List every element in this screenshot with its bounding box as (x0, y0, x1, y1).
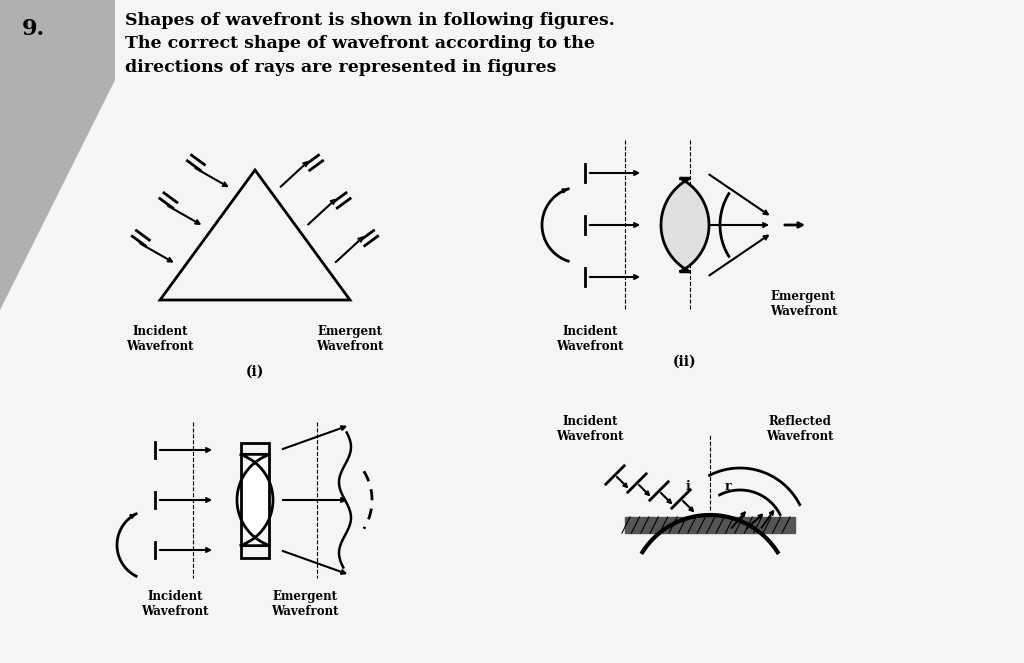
Polygon shape (0, 0, 115, 310)
Text: (i): (i) (246, 365, 264, 379)
Text: Incident
Wavefront: Incident Wavefront (556, 415, 624, 443)
Polygon shape (237, 454, 273, 546)
Text: Incident
Wavefront: Incident Wavefront (556, 325, 624, 353)
Text: Emergent
Wavefront: Emergent Wavefront (271, 590, 339, 618)
Text: Incident
Wavefront: Incident Wavefront (141, 590, 209, 618)
Text: Reflected
Wavefront: Reflected Wavefront (766, 415, 834, 443)
Polygon shape (662, 178, 709, 272)
Text: Emergent
Wavefront: Emergent Wavefront (316, 325, 384, 353)
Text: 9.: 9. (22, 18, 45, 40)
Text: i: i (686, 480, 690, 493)
Text: (ii): (ii) (673, 355, 696, 369)
Bar (241, 442, 269, 558)
Text: r: r (725, 480, 731, 493)
Text: Shapes of wavefront is shown in following figures.
The correct shape of wavefron: Shapes of wavefront is shown in followin… (125, 12, 614, 76)
Text: Incident
Wavefront: Incident Wavefront (126, 325, 194, 353)
Polygon shape (625, 517, 795, 533)
Text: Emergent
Wavefront: Emergent Wavefront (770, 290, 838, 318)
